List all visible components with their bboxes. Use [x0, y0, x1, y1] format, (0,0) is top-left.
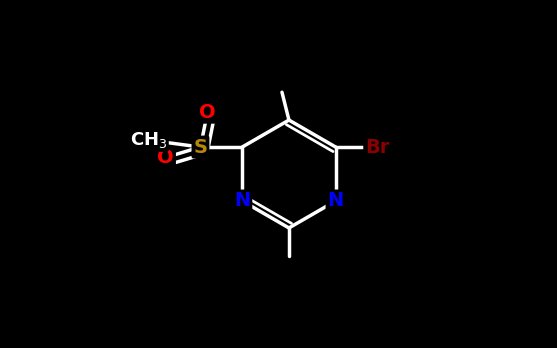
Text: O: O: [158, 148, 174, 167]
Text: CH$_3$: CH$_3$: [130, 130, 167, 150]
Text: Br: Br: [365, 137, 389, 157]
Text: N: N: [328, 191, 344, 211]
Text: O: O: [199, 103, 216, 122]
Text: N: N: [234, 191, 250, 211]
Text: S: S: [193, 137, 207, 157]
